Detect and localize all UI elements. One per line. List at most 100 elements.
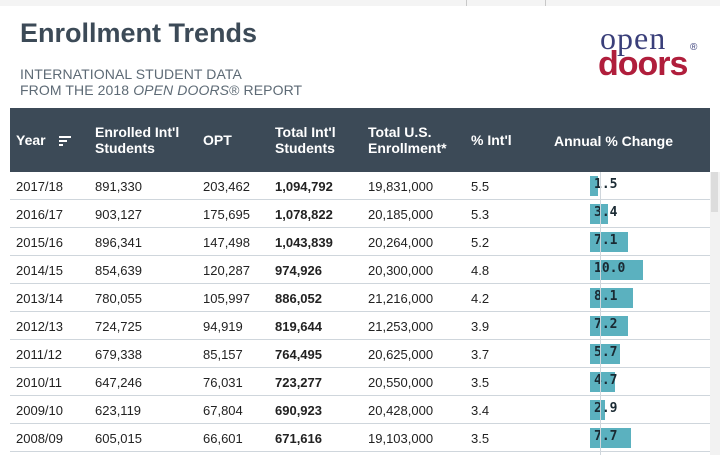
column-header-annual-change[interactable]: Annual % Change <box>554 133 674 149</box>
column-header-total-us[interactable]: Total U.S. Enrollment* <box>368 124 447 156</box>
cell-total-intl: 671,616 <box>275 431 322 446</box>
top-divider <box>545 0 546 6</box>
cell-opt: 175,695 <box>203 207 250 222</box>
cell-total-us: 20,428,000 <box>368 403 434 418</box>
table-row: 2008/09 605,015 66,601 671,616 19,103,000 3.5… <box>10 424 710 452</box>
cell-total-us: 21,253,000 <box>368 319 434 334</box>
cell-total-intl: 1,043,839 <box>275 235 333 250</box>
top-divider <box>466 0 467 6</box>
cell-opt: 203,462 <box>203 179 250 194</box>
header-line: Total U.S. <box>368 124 432 140</box>
cell-pct-intl: 3.5 <box>471 431 490 446</box>
table-row: 2014/15 854,639 120,287 974,926 20,300,000 4.… <box>10 256 710 284</box>
annual-change-label: 5.7 <box>594 345 618 360</box>
cell-year: 2013/14 <box>16 291 63 306</box>
header-line: Total Int'l <box>275 124 336 140</box>
table-row: 2010/11 647,246 76,031 723,277 20,550,000 3.5… <box>10 368 710 396</box>
cell-year: 2009/10 <box>16 403 63 418</box>
cell-total-intl: 819,644 <box>275 319 322 334</box>
subtitle-line-2: FROM THE 2018 OPEN DOORS® REPORT <box>20 82 302 98</box>
cell-year: 2010/11 <box>16 375 63 390</box>
cell-total-intl: 723,277 <box>275 375 322 390</box>
cell-total-us: 19,831,000 <box>368 179 434 194</box>
vertical-scrollbar[interactable] <box>710 172 720 455</box>
page-title: Enrollment Trends <box>20 18 258 48</box>
cell-opt: 120,287 <box>203 263 250 278</box>
cell-year: 2015/16 <box>16 235 63 250</box>
cell-total-intl: 764,495 <box>275 347 322 362</box>
cell-enrolled: 623,119 <box>95 403 142 418</box>
annual-change-label: 4.7 <box>594 373 618 388</box>
column-divider <box>600 172 601 455</box>
cell-opt: 67,804 <box>203 403 243 418</box>
cell-pct-intl: 5.3 <box>471 207 490 222</box>
table-row: 2016/17 903,127 175,695 1,078,822 20,185,000… <box>10 200 710 228</box>
logo-word-doors: doors <box>598 45 688 83</box>
open-doors-logo: open ® doors <box>598 20 704 86</box>
cell-year: 2011/12 <box>16 347 63 362</box>
cell-pct-intl: 5.2 <box>471 235 490 250</box>
cell-enrolled: 724,725 <box>95 319 142 334</box>
cell-pct-intl: 3.9 <box>471 319 490 334</box>
page-subtitle: INTERNATIONAL STUDENT DATA FROM THE 2018… <box>20 66 302 98</box>
table-row: 2009/10 623,119 67,804 690,923 20,428,000 3.4… <box>10 396 710 424</box>
cell-total-us: 20,264,000 <box>368 235 434 250</box>
header-line: Enrollment* <box>368 140 447 156</box>
annual-change-label: 10.0 <box>594 261 626 276</box>
column-header-year[interactable]: Year <box>16 132 46 148</box>
cell-year: 2008/09 <box>16 431 63 446</box>
cell-year: 2014/15 <box>16 263 63 278</box>
cell-total-us: 20,550,000 <box>368 375 434 390</box>
cell-opt: 66,601 <box>203 431 243 446</box>
cell-enrolled: 903,127 <box>95 207 142 222</box>
table-row: 2012/13 724,725 94,919 819,644 21,253,000 3.9… <box>10 312 710 340</box>
cell-enrolled: 679,338 <box>95 347 142 362</box>
annual-change-label: 3.4 <box>594 205 618 220</box>
cell-opt: 85,157 <box>203 347 243 362</box>
annual-change-bar <box>590 344 621 364</box>
annual-change-bar <box>590 260 643 280</box>
cell-pct-intl: 4.2 <box>471 291 490 306</box>
cell-enrolled: 896,341 <box>95 235 142 250</box>
logo-registered-mark: ® <box>690 42 698 53</box>
annual-change-bar <box>590 232 628 252</box>
cell-year: 2016/17 <box>16 207 63 222</box>
table-header: Year Enrolled Int'l Students OPT Total In… <box>10 108 710 172</box>
annual-change-bar <box>590 176 598 196</box>
annual-change-bar <box>590 400 606 420</box>
logo-word-open: open <box>600 20 667 56</box>
sort-icon[interactable] <box>59 136 71 147</box>
annual-change-label: 8.1 <box>594 289 618 304</box>
cell-pct-intl: 4.8 <box>471 263 490 278</box>
annual-change-bar <box>590 372 615 392</box>
annual-change-bar <box>590 204 609 224</box>
scrollbar-thumb[interactable] <box>711 172 718 212</box>
cell-pct-intl: 3.5 <box>471 375 490 390</box>
table-row: 2017/18 891,330 203,462 1,094,792 19,831,000… <box>10 172 710 200</box>
annual-change-label: 7.1 <box>594 233 618 248</box>
cell-enrolled: 891,330 <box>95 179 142 194</box>
cell-year: 2012/13 <box>16 319 63 334</box>
subtitle-suffix: ® REPORT <box>229 82 303 98</box>
annual-change-bar <box>590 316 629 336</box>
cell-opt: 147,498 <box>203 235 250 250</box>
cell-opt: 76,031 <box>203 375 243 390</box>
cell-enrolled: 780,055 <box>95 291 142 306</box>
column-header-pct-intl[interactable]: % Int'l <box>471 132 512 148</box>
cell-total-us: 20,300,000 <box>368 263 434 278</box>
cell-total-us: 20,185,000 <box>368 207 434 222</box>
cell-total-us: 19,103,000 <box>368 431 434 446</box>
cell-year: 2017/18 <box>16 179 63 194</box>
enrollment-table: Year Enrolled Int'l Students OPT Total In… <box>10 108 710 455</box>
column-header-total-intl[interactable]: Total Int'l Students <box>275 124 336 156</box>
cell-opt: 105,997 <box>203 291 250 306</box>
column-header-opt[interactable]: OPT <box>203 132 232 148</box>
cell-pct-intl: 5.5 <box>471 179 490 194</box>
cell-total-us: 21,216,000 <box>368 291 434 306</box>
subtitle-prefix: FROM THE 2018 <box>20 82 134 98</box>
table-row: 2013/14 780,055 105,997 886,052 21,216,000 4.… <box>10 284 710 312</box>
cell-pct-intl: 3.4 <box>471 403 490 418</box>
cell-pct-intl: 3.7 <box>471 347 490 362</box>
column-header-enrolled[interactable]: Enrolled Int'l Students <box>95 124 179 156</box>
cell-total-intl: 1,078,822 <box>275 207 333 222</box>
